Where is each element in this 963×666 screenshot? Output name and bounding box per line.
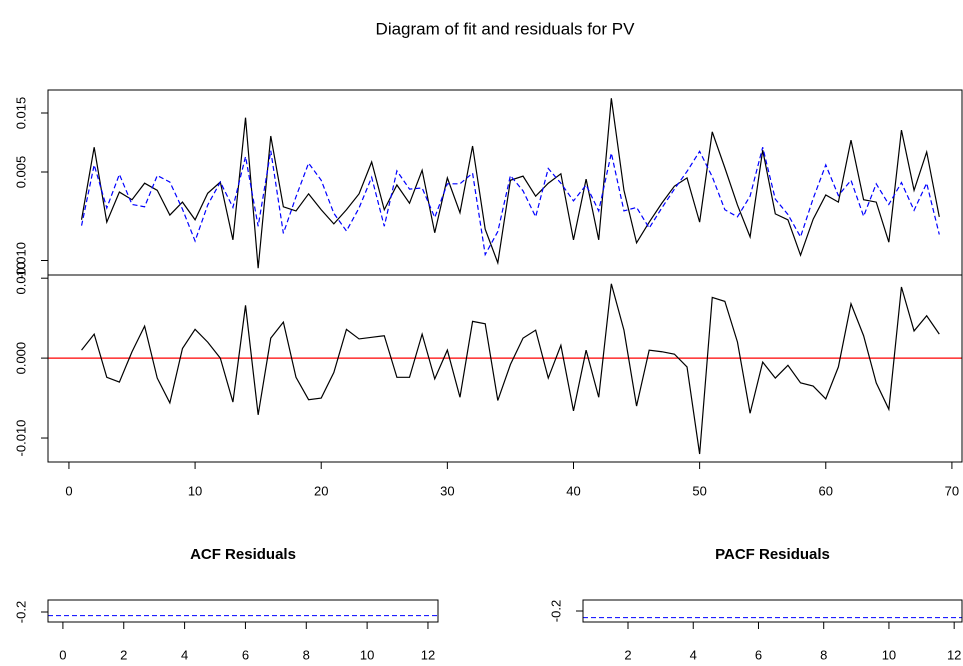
y-tick-label: -0.010 [13, 242, 28, 279]
x-tick-label: 12 [421, 647, 435, 662]
x-tick-label: 70 [945, 483, 959, 498]
x-tick-label: 10 [882, 647, 896, 662]
x-tick-label: 6 [755, 647, 762, 662]
x-tick-label: 0 [59, 647, 66, 662]
panel-frame [582, 599, 963, 623]
x-tick-label: 20 [314, 483, 328, 498]
x-tick-label: 2 [120, 647, 127, 662]
x-tick-label: 40 [566, 483, 580, 498]
y-tick-label: -0.2 [13, 601, 28, 623]
x-tick-label: 6 [242, 647, 249, 662]
panel-title: ACF Residuals [190, 546, 296, 563]
data-line [80, 98, 940, 269]
x-tick-label: 0 [65, 483, 72, 498]
x-tick-label: 8 [820, 647, 827, 662]
x-tick-label: 4 [181, 647, 188, 662]
x-tick-label: 50 [692, 483, 706, 498]
y-tick-label: -0.010 [13, 420, 28, 457]
x-tick-label: 60 [819, 483, 833, 498]
x-tick-label: 2 [624, 647, 631, 662]
x-tick-label: 8 [303, 647, 310, 662]
x-tick-label: 12 [947, 647, 961, 662]
y-tick-label: -0.2 [548, 600, 563, 622]
x-tick-label: 4 [690, 647, 697, 662]
x-tick-label: 30 [440, 483, 454, 498]
y-tick-label: 0.005 [13, 156, 28, 189]
y-tick-label: 0.015 [13, 97, 28, 130]
x-tick-label: 10 [188, 483, 202, 498]
panel-frame [47, 274, 963, 463]
panel-frame [47, 599, 439, 623]
y-tick-label: 0.010 [13, 262, 28, 295]
x-tick-label: 10 [360, 647, 374, 662]
panel-frame [47, 89, 963, 276]
y-tick-label: 0.000 [13, 342, 28, 375]
data-line [80, 147, 940, 257]
data-line [81, 283, 940, 455]
chart-title: Diagram of fit and residuals for PV [376, 19, 636, 38]
panel-title: PACF Residuals [715, 546, 830, 563]
